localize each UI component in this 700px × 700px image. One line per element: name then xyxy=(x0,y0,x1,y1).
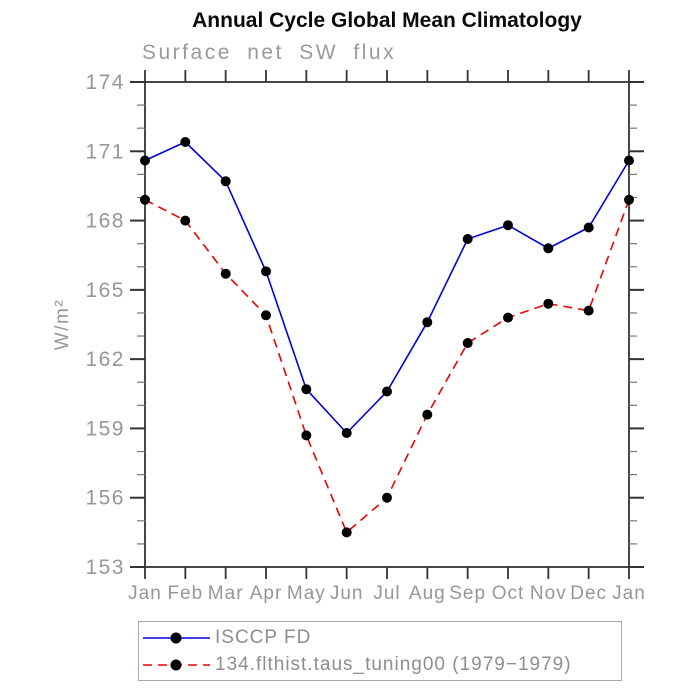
x-axis-tick-labels: Jan Feb Mar Apr May Jun Jul Aug Sep Oct Nov Dec Jan xyxy=(128,583,646,604)
svg-text:Jul: Jul xyxy=(373,583,400,604)
legend-label-model-run: 134.flthist.taus_tuning00 (1979−1979) xyxy=(215,653,572,675)
svg-text:Aug: Aug xyxy=(409,583,446,604)
svg-text:May: May xyxy=(287,583,326,604)
svg-text:156: 156 xyxy=(85,487,125,510)
svg-text:Sep: Sep xyxy=(449,583,486,604)
legend-solid-line-icon xyxy=(143,632,210,643)
legend-entry-model-run: 134.flthist.taus_tuning00 (1979−1979) xyxy=(142,651,621,678)
svg-text:Feb: Feb xyxy=(167,583,203,604)
svg-text:Jan: Jan xyxy=(612,583,646,604)
legend-box: ISCCP FD 134.flthist.taus_tuning00 (1979… xyxy=(138,621,622,681)
svg-text:159: 159 xyxy=(85,417,125,440)
legend-dashed-line-icon xyxy=(143,659,210,670)
svg-text:Jan: Jan xyxy=(128,583,162,604)
svg-text:Apr: Apr xyxy=(250,583,283,604)
svg-text:174: 174 xyxy=(85,71,125,94)
y-axis-major-ticks xyxy=(130,81,644,568)
series-markers-1 xyxy=(140,194,634,538)
svg-text:Jun: Jun xyxy=(330,583,364,604)
svg-text:Dec: Dec xyxy=(570,583,607,604)
y-axis-tick-labels: 153 156 159 162 165 168 171 174 xyxy=(85,71,125,579)
legend-label-isccp-fd: ISCCP FD xyxy=(215,626,312,648)
series-line-1 xyxy=(144,199,630,534)
svg-text:Oct: Oct xyxy=(492,583,525,604)
page-title: Annual Cycle Global Mean Climatology xyxy=(192,9,582,32)
x-axis-ticks xyxy=(144,70,630,579)
y-axis-title: W/m² xyxy=(52,299,73,350)
plot-subtitle: Surface net SW flux xyxy=(142,41,397,64)
legend-entry-isccp-fd: ISCCP FD xyxy=(142,624,621,651)
svg-text:153: 153 xyxy=(85,556,125,579)
series-markers-0 xyxy=(140,137,634,438)
svg-text:168: 168 xyxy=(85,210,125,233)
svg-text:162: 162 xyxy=(85,348,125,371)
svg-text:165: 165 xyxy=(85,279,125,302)
svg-text:171: 171 xyxy=(85,140,125,163)
y-axis-minor-ticks xyxy=(137,104,637,545)
svg-text:Nov: Nov xyxy=(530,583,567,604)
svg-text:Mar: Mar xyxy=(208,583,244,604)
